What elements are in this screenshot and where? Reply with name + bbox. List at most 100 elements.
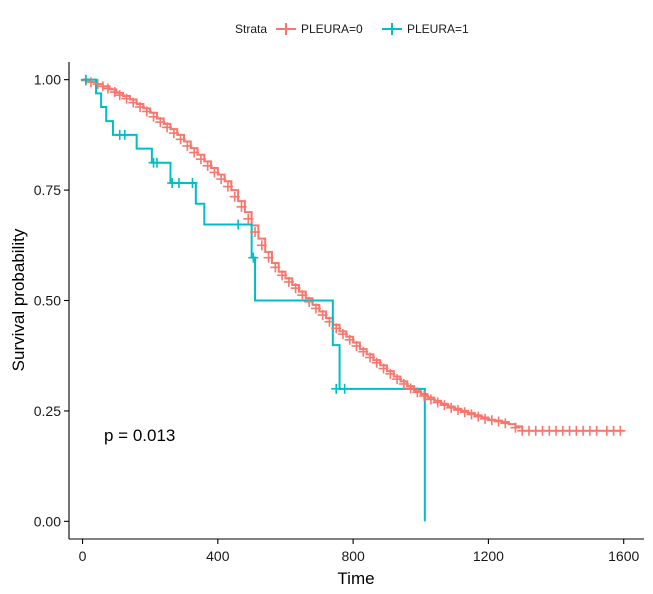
legend: Strata PLEURA=0 PLEURA=1 <box>235 22 469 36</box>
censor-mark <box>250 227 261 238</box>
censor-mark <box>486 415 497 426</box>
censor-mark <box>365 352 376 363</box>
censor-mark <box>182 140 193 151</box>
censor-mark <box>398 378 409 389</box>
censor-mark <box>405 383 416 394</box>
censor-mark <box>222 181 233 192</box>
x-tick-label: 1200 <box>473 548 504 564</box>
y-axis-ticks: 0.00 0.25 0.50 0.75 1.00 <box>34 72 69 529</box>
censor-mark <box>216 174 227 185</box>
censor-mark <box>187 178 198 189</box>
censor-mark <box>248 252 259 263</box>
censor-mark <box>439 400 450 411</box>
censor-mark <box>510 422 521 433</box>
censor-mark <box>80 74 91 85</box>
censor-mark <box>135 102 146 113</box>
censor-mark <box>432 397 443 408</box>
legend-key-pleura-0 <box>276 23 296 35</box>
censor-mark <box>412 387 423 398</box>
censor-mark <box>351 340 362 351</box>
censor-mark <box>97 81 108 92</box>
series-line-pleura-0 <box>82 78 624 432</box>
censor-mark <box>419 390 430 401</box>
censor-mark <box>202 160 213 171</box>
legend-key-pleura-1 <box>382 23 402 35</box>
x-axis-title: Time <box>337 569 374 588</box>
censor-mark <box>128 97 139 108</box>
censor-mark <box>243 213 254 224</box>
y-tick-label: 0.50 <box>34 293 61 309</box>
censor-mark <box>92 79 103 90</box>
censor-mark <box>331 383 342 394</box>
censor-mark <box>270 262 281 273</box>
x-tick-label: 1600 <box>608 548 639 564</box>
censor-mark <box>297 290 308 301</box>
censor-mark <box>452 405 463 416</box>
survival-curves <box>82 78 624 522</box>
censor-mark <box>480 413 491 424</box>
legend-label-pleura-1: PLEURA=1 <box>407 22 469 36</box>
censor-mark <box>236 201 247 212</box>
censor-mark <box>109 87 120 98</box>
legend-title: Strata <box>235 22 267 36</box>
censor-mark <box>162 122 173 133</box>
censor-mark <box>175 134 186 145</box>
p-value-annotation: p = 0.013 <box>104 426 175 445</box>
censor-mark <box>173 178 184 189</box>
censor-mark <box>141 106 152 117</box>
censor-mark <box>500 418 511 429</box>
y-tick-label: 1.00 <box>34 72 61 88</box>
series-line-pleura-1 <box>82 78 426 522</box>
censor-mark <box>209 167 220 178</box>
censor-mark <box>310 303 321 314</box>
censor-mark <box>378 363 389 374</box>
y-tick-label: 0.25 <box>34 403 61 419</box>
censor-mark <box>591 425 602 436</box>
censor-mark <box>304 296 315 307</box>
censor-mark <box>459 407 470 418</box>
censor-mark <box>344 334 355 345</box>
x-tick-label: 400 <box>206 548 230 564</box>
censor-mark <box>155 117 166 128</box>
censor-mark <box>151 157 162 168</box>
censor-mark <box>339 383 350 394</box>
censor-mark <box>473 411 484 422</box>
censor-mark <box>121 93 132 104</box>
censor-mark <box>385 368 396 379</box>
censor-mark <box>195 154 206 165</box>
censor-mark <box>85 77 96 88</box>
censor-mark <box>317 310 328 321</box>
x-tick-label: 0 <box>79 548 87 564</box>
x-axis-ticks: 0 400 800 1200 1600 <box>79 539 639 564</box>
censor-mark <box>392 374 403 385</box>
censor-mark <box>324 316 335 327</box>
y-tick-label: 0.00 <box>34 513 61 529</box>
censor-mark <box>358 346 369 357</box>
x-tick-label: 800 <box>341 548 365 564</box>
censor-mark <box>229 191 240 202</box>
y-axis-title: Survival probability <box>9 228 28 371</box>
censor-mark <box>189 147 200 158</box>
censor-mark <box>615 425 626 436</box>
legend-label-pleura-0: PLEURA=0 <box>301 22 363 36</box>
censor-mark <box>233 219 244 230</box>
censor-mark <box>256 240 267 251</box>
y-tick-label: 0.75 <box>34 182 61 198</box>
censor-mark <box>148 111 159 122</box>
censor-mark <box>331 323 342 334</box>
censor-mark <box>263 252 274 263</box>
censor-mark <box>446 402 457 413</box>
censor-mark <box>493 416 504 427</box>
censor-mark <box>337 329 348 340</box>
censor-mark <box>283 276 294 287</box>
censor-mark <box>371 357 382 368</box>
censor-mark <box>102 83 113 94</box>
censor-mark <box>114 90 125 101</box>
censor-mark <box>466 409 477 420</box>
censor-mark <box>290 283 301 294</box>
censor-marks <box>80 74 626 436</box>
censor-mark <box>119 129 130 140</box>
censor-mark <box>277 270 288 281</box>
censor-mark <box>168 128 179 139</box>
